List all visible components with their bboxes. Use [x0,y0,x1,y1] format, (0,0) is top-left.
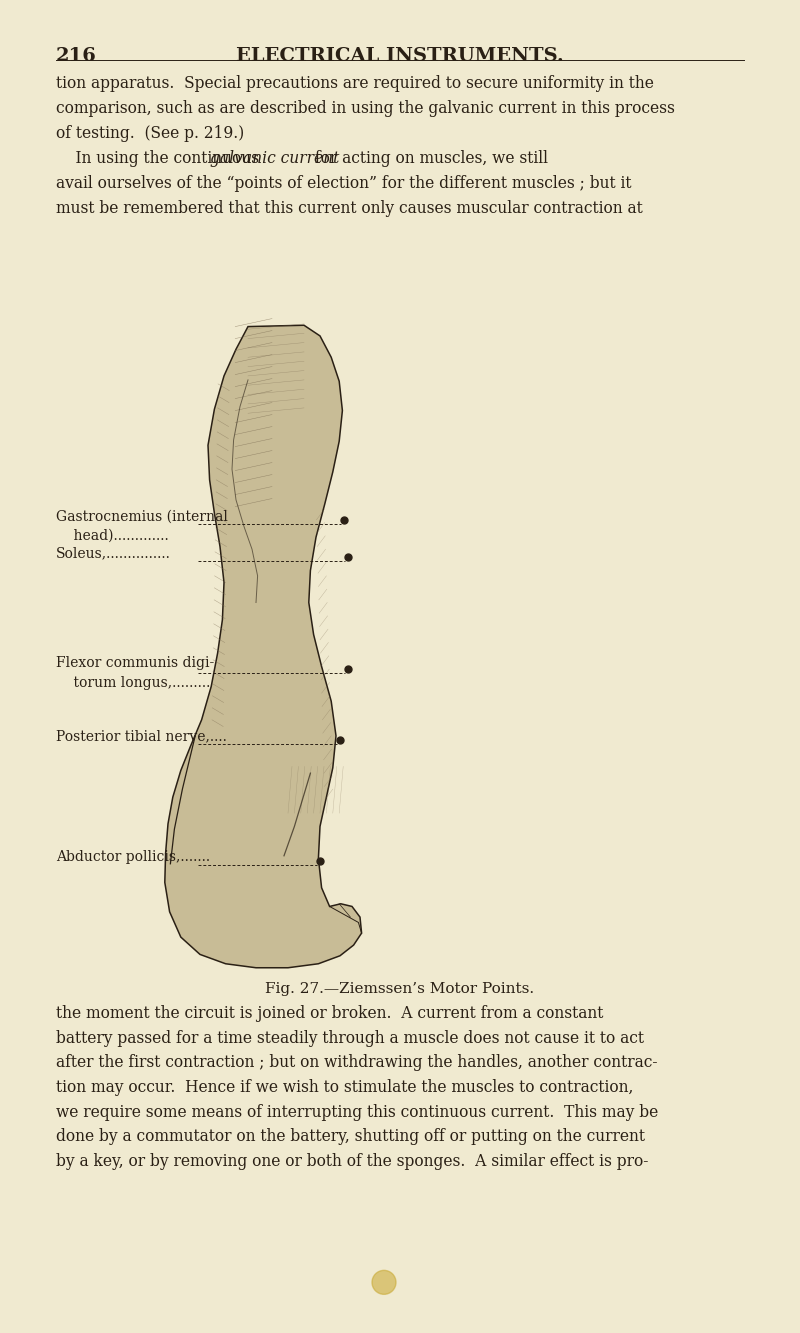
Text: the moment the circuit is joined or broken.  A current from a constant: the moment the circuit is joined or brok… [56,1005,603,1022]
Text: Gastrocnemius (internal: Gastrocnemius (internal [56,509,228,524]
Text: Abductor pollicis,.......: Abductor pollicis,....... [56,850,210,865]
Text: torum longus,.........: torum longus,......... [56,676,210,689]
Text: after the first contraction ; but on withdrawing the handles, another contrac-: after the first contraction ; but on wit… [56,1054,658,1072]
Polygon shape [165,325,362,968]
Text: avail ourselves of the “points of election” for the different muscles ; but it: avail ourselves of the “points of electi… [56,175,631,192]
Text: tion apparatus.  Special precautions are required to secure uniformity in the: tion apparatus. Special precautions are … [56,75,654,92]
Text: galvanic current: galvanic current [210,149,339,167]
Text: comparison, such as are described in using the galvanic current in this process: comparison, such as are described in usi… [56,100,675,117]
Text: head).............: head)............. [56,529,169,543]
Text: Flexor communis digi-: Flexor communis digi- [56,656,214,670]
Text: done by a commutator on the battery, shutting off or putting on the current: done by a commutator on the battery, shu… [56,1128,645,1145]
Text: Posterior tibial nerve,....: Posterior tibial nerve,.... [56,729,227,744]
Text: ELECTRICAL INSTRUMENTS.: ELECTRICAL INSTRUMENTS. [236,47,564,65]
Text: of testing.  (See p. 219.): of testing. (See p. 219.) [56,125,244,141]
Text: must be remembered that this current only causes muscular contraction at: must be remembered that this current onl… [56,200,642,217]
Text: by a key, or by removing one or both of the sponges.  A similar effect is pro-: by a key, or by removing one or both of … [56,1153,648,1170]
Text: Fig. 27.—Ziemssen’s Motor Points.: Fig. 27.—Ziemssen’s Motor Points. [266,982,534,997]
Text: we require some means of interrupting this continuous current.  This may be: we require some means of interrupting th… [56,1104,658,1121]
Text: Soleus,...............: Soleus,............... [56,547,171,561]
Text: In using the continuous: In using the continuous [56,149,264,167]
Text: for acting on muscles, we still: for acting on muscles, we still [310,149,549,167]
Text: tion may occur.  Hence if we wish to stimulate the muscles to contraction,: tion may occur. Hence if we wish to stim… [56,1080,634,1096]
Ellipse shape [372,1270,396,1294]
Text: 216: 216 [56,47,97,65]
Text: battery passed for a time steadily through a muscle does not cause it to act: battery passed for a time steadily throu… [56,1029,644,1046]
